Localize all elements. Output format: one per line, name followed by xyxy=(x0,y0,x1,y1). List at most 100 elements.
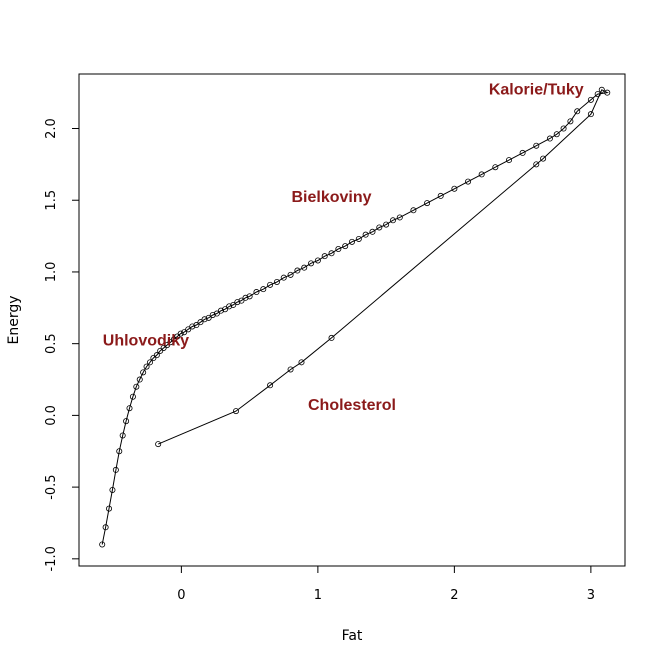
data-point xyxy=(492,164,499,171)
data-point xyxy=(314,257,321,264)
x-tick-label: 1 xyxy=(314,588,322,603)
data-point xyxy=(301,264,308,271)
data-point xyxy=(348,238,355,245)
x-tick-label: 0 xyxy=(177,588,185,603)
y-tick-label: -0.5 xyxy=(44,474,59,499)
data-point xyxy=(126,405,133,412)
data-point xyxy=(273,278,280,285)
data-point xyxy=(143,363,150,370)
data-point xyxy=(567,118,574,125)
data-point xyxy=(294,267,301,274)
x-axis: 0 1 2 3 xyxy=(177,566,595,603)
y-axis-title: Energy xyxy=(6,295,22,344)
data-point xyxy=(185,326,192,333)
data-point xyxy=(335,245,342,252)
y-tick-label: 2.0 xyxy=(44,118,59,139)
data-point xyxy=(505,157,512,164)
data-point xyxy=(519,149,526,156)
data-point xyxy=(396,214,403,221)
data-point xyxy=(177,330,184,337)
data-point xyxy=(540,155,547,162)
data-point xyxy=(437,192,444,199)
data-point xyxy=(321,253,328,260)
data-point xyxy=(362,231,369,238)
series-layer xyxy=(99,86,611,548)
data-point xyxy=(369,228,376,235)
data-point xyxy=(109,486,116,493)
data-point xyxy=(129,393,136,400)
data-point xyxy=(99,541,106,548)
data-point xyxy=(560,125,567,132)
data-point xyxy=(116,448,123,455)
data-point xyxy=(234,299,241,306)
data-point xyxy=(133,383,140,390)
data-point xyxy=(553,131,560,138)
data-point xyxy=(376,224,383,231)
data-point xyxy=(106,505,113,512)
y-tick-label: -1.0 xyxy=(44,546,59,571)
data-point xyxy=(253,289,260,296)
data-point xyxy=(328,334,335,341)
data-point xyxy=(280,274,287,281)
data-point xyxy=(389,217,396,224)
data-point xyxy=(246,293,253,300)
y-tick-label: 0.0 xyxy=(44,405,59,426)
data-point xyxy=(201,316,208,323)
data-point xyxy=(410,207,417,214)
data-point xyxy=(197,319,204,326)
data-point xyxy=(546,135,553,142)
data-point xyxy=(193,322,200,329)
data-point xyxy=(355,235,362,242)
data-point xyxy=(424,200,431,207)
data-point xyxy=(119,432,126,439)
data-point xyxy=(140,369,147,376)
y-tick-label: 1.0 xyxy=(44,262,59,283)
data-point xyxy=(146,359,153,366)
data-point xyxy=(102,524,109,531)
data-point xyxy=(342,243,349,250)
annotation-label: Uhlovodiky xyxy=(103,332,189,349)
y-tick-label: 1.5 xyxy=(44,190,59,211)
data-point xyxy=(267,281,274,288)
data-point xyxy=(230,301,237,308)
data-point xyxy=(232,408,239,415)
data-point xyxy=(533,142,540,149)
x-axis-title: Fat xyxy=(342,628,363,644)
data-point xyxy=(383,221,390,228)
series-line xyxy=(101,89,609,545)
annotation-label: Cholesterol xyxy=(308,397,396,414)
data-point xyxy=(226,303,233,310)
annotation-label: Kalorie/Tuky xyxy=(489,81,584,98)
y-tick-label: 0.5 xyxy=(44,333,59,354)
x-tick-label: 2 xyxy=(450,588,458,603)
data-point xyxy=(217,307,224,314)
data-point xyxy=(574,108,581,115)
data-point xyxy=(153,352,160,359)
data-point xyxy=(112,466,119,473)
data-point xyxy=(267,382,274,389)
data-point xyxy=(587,96,594,103)
data-point xyxy=(222,306,229,313)
plot-frame xyxy=(78,73,626,567)
data-point xyxy=(533,161,540,168)
annotation-label: Bielkoviny xyxy=(292,189,372,206)
data-point xyxy=(189,323,196,330)
data-point xyxy=(287,366,294,373)
data-point xyxy=(328,250,335,257)
annotation-layer: Kalorie/Tuky Bielkoviny Uhlovodiky Choleste… xyxy=(103,81,584,414)
data-point xyxy=(155,441,162,448)
data-point xyxy=(594,91,601,98)
data-point xyxy=(587,111,594,118)
data-point xyxy=(465,178,472,185)
data-point xyxy=(205,314,212,321)
data-point xyxy=(451,185,458,192)
x-tick-label: 3 xyxy=(587,588,595,603)
data-point xyxy=(181,329,188,336)
data-point xyxy=(598,86,605,93)
data-point xyxy=(308,260,315,267)
data-point xyxy=(209,311,216,318)
data-point xyxy=(242,294,249,301)
data-point xyxy=(298,359,305,366)
data-point xyxy=(478,171,485,178)
